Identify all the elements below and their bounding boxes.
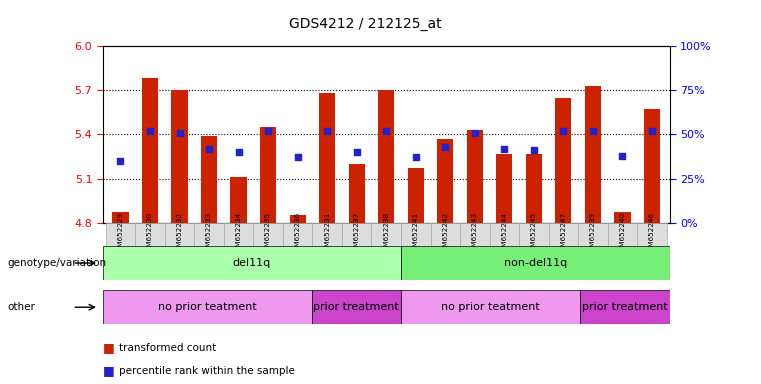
Bar [283, 223, 312, 246]
Point [291, 154, 304, 161]
Text: GSM652246: GSM652246 [649, 212, 655, 257]
Bar [549, 223, 578, 246]
Text: transformed count: transformed count [119, 343, 217, 353]
Text: GSM652234: GSM652234 [236, 212, 241, 257]
Point [528, 147, 540, 153]
Bar [371, 223, 401, 246]
Text: GSM652240: GSM652240 [619, 212, 626, 257]
Bar [194, 223, 224, 246]
Text: del11q: del11q [233, 258, 271, 268]
Bar [644, 109, 660, 223]
Bar [260, 127, 276, 223]
Text: GSM652244: GSM652244 [501, 212, 508, 257]
Bar [201, 136, 217, 223]
Text: GSM652245: GSM652245 [531, 212, 537, 257]
Bar [401, 246, 670, 280]
Point [114, 158, 126, 164]
Point [409, 154, 422, 161]
Text: GSM652243: GSM652243 [472, 212, 478, 257]
Bar [106, 223, 135, 246]
Point [646, 128, 658, 134]
Point [262, 128, 274, 134]
Bar [437, 139, 454, 223]
Bar [103, 290, 311, 324]
Bar [431, 223, 460, 246]
Text: GSM652241: GSM652241 [412, 212, 419, 257]
Point [469, 129, 481, 136]
Point [232, 149, 244, 155]
Text: other: other [8, 302, 36, 312]
Point [587, 128, 599, 134]
Point [174, 129, 186, 136]
Bar [113, 212, 129, 223]
Text: ■: ■ [103, 364, 114, 377]
Text: GSM652236: GSM652236 [295, 212, 301, 257]
Text: GSM652247: GSM652247 [560, 212, 566, 257]
Bar [164, 223, 194, 246]
Text: GSM652239: GSM652239 [590, 212, 596, 257]
Bar [289, 215, 306, 223]
Bar [171, 90, 188, 223]
Text: GSM652238: GSM652238 [384, 212, 389, 257]
Text: GSM652229: GSM652229 [117, 212, 123, 257]
Bar [580, 290, 670, 324]
Point [203, 146, 215, 152]
Text: GSM652231: GSM652231 [324, 212, 330, 257]
Bar [401, 223, 431, 246]
Text: no prior teatment: no prior teatment [441, 302, 540, 312]
Bar [401, 290, 580, 324]
Text: percentile rank within the sample: percentile rank within the sample [119, 366, 295, 376]
Text: GDS4212 / 212125_at: GDS4212 / 212125_at [289, 17, 441, 31]
Bar [349, 164, 365, 223]
Text: genotype/variation: genotype/variation [8, 258, 107, 268]
Bar [578, 223, 608, 246]
Bar [637, 223, 667, 246]
Bar [408, 168, 424, 223]
Point [557, 128, 569, 134]
Bar [103, 246, 401, 280]
Bar [231, 177, 247, 223]
Bar [312, 223, 342, 246]
Point [498, 146, 511, 152]
Bar [378, 90, 394, 223]
Text: prior treatment: prior treatment [582, 302, 668, 312]
Text: GSM652230: GSM652230 [147, 212, 153, 257]
Point [351, 149, 363, 155]
Bar [253, 223, 283, 246]
Point [380, 128, 393, 134]
Text: prior treatment: prior treatment [314, 302, 400, 312]
Text: GSM652232: GSM652232 [177, 212, 183, 257]
Bar [342, 223, 371, 246]
Text: GSM652242: GSM652242 [442, 212, 448, 257]
Bar [526, 154, 542, 223]
Bar [496, 154, 512, 223]
Bar [311, 290, 401, 324]
Point [144, 128, 156, 134]
Point [321, 128, 333, 134]
Bar [142, 78, 158, 223]
Bar [460, 223, 489, 246]
Bar [466, 130, 483, 223]
Bar [135, 223, 164, 246]
Text: GSM652235: GSM652235 [265, 212, 271, 257]
Text: non-del11q: non-del11q [504, 258, 567, 268]
Text: no prior teatment: no prior teatment [158, 302, 256, 312]
Bar [519, 223, 549, 246]
Bar [608, 223, 637, 246]
Bar [556, 98, 572, 223]
Bar [614, 212, 631, 223]
Bar [489, 223, 519, 246]
Point [616, 152, 629, 159]
Bar [319, 93, 336, 223]
Text: ■: ■ [103, 341, 114, 354]
Text: GSM652237: GSM652237 [354, 212, 360, 257]
Bar [584, 86, 601, 223]
Bar [224, 223, 253, 246]
Point [439, 144, 451, 150]
Text: GSM652233: GSM652233 [206, 212, 212, 257]
